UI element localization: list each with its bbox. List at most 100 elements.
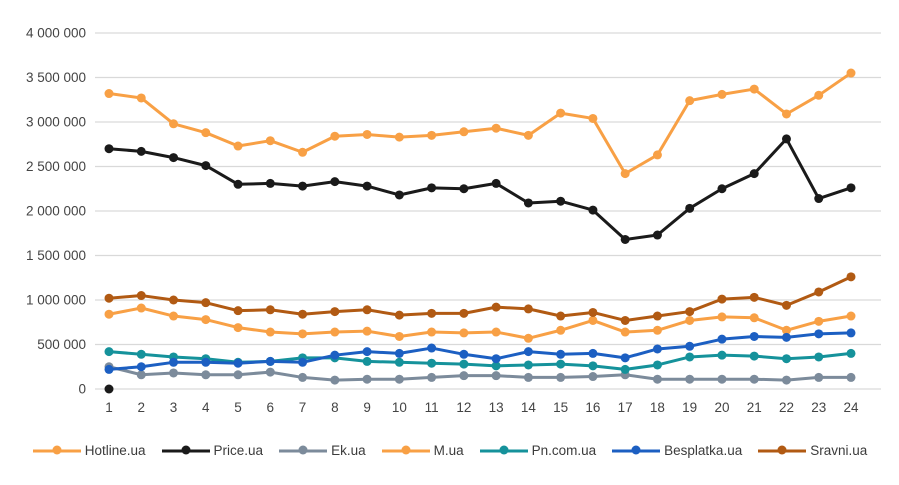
legend-marker-hotline-ua xyxy=(32,445,81,455)
data-point-pn-com-ua xyxy=(685,352,695,362)
data-point-pn-com-ua xyxy=(556,359,566,369)
data-point-sravni-ua xyxy=(362,305,372,315)
series-line-besplatka-ua xyxy=(107,331,853,371)
y-axis-tick-label: 1 000 000 xyxy=(26,293,86,308)
data-point-hotline-ua xyxy=(265,136,275,146)
data-point-sravni-ua xyxy=(427,308,437,318)
data-point-besplatka-ua xyxy=(265,356,275,366)
x-axis-tick-label: 1 xyxy=(105,400,113,415)
data-point-besplatka-ua xyxy=(427,343,437,353)
data-point-ek-ua xyxy=(298,372,308,382)
x-axis-tick-label: 6 xyxy=(267,400,275,415)
data-point-ek-ua xyxy=(491,371,501,381)
data-point-hotline-ua xyxy=(362,129,372,139)
data-point-besplatka-ua xyxy=(330,350,340,360)
data-point-m-ua xyxy=(265,327,275,337)
data-point-price-ua xyxy=(717,184,727,194)
data-point-hotline-ua xyxy=(556,108,566,118)
y-axis-tick-label: 0 xyxy=(78,382,86,397)
data-point-ek-ua xyxy=(362,374,372,384)
data-point-price-ua xyxy=(104,144,114,154)
data-point-hotline-ua xyxy=(749,84,759,94)
x-axis-tick-label: 4 xyxy=(202,400,210,415)
x-axis-tick-label: 18 xyxy=(650,400,665,415)
series-line-ek-ua xyxy=(107,365,853,382)
data-point-price-ua xyxy=(749,169,759,179)
data-point-m-ua xyxy=(781,325,791,335)
data-point-price-ua xyxy=(652,230,662,240)
data-point-price-ua xyxy=(620,234,630,244)
data-point-ek-ua xyxy=(394,374,404,384)
data-point-m-ua xyxy=(588,315,598,325)
data-point-m-ua xyxy=(491,327,501,337)
legend-marker-m-ua xyxy=(381,445,430,455)
legend-item-sravni-ua: Sravni.ua xyxy=(757,443,867,458)
data-point-price-ua xyxy=(846,183,856,193)
data-point-hotline-ua xyxy=(491,123,501,133)
data-point-hotline-ua xyxy=(620,169,630,179)
x-axis-tick-label: 9 xyxy=(363,400,371,415)
data-point-price-ua xyxy=(556,196,566,206)
data-point-m-ua xyxy=(685,315,695,325)
data-point-hotline-ua xyxy=(685,96,695,106)
data-point-price-ua xyxy=(523,198,533,208)
data-point-ek-ua xyxy=(749,374,759,384)
data-point-besplatka-ua xyxy=(394,348,404,358)
data-point-m-ua xyxy=(427,327,437,337)
data-point-sravni-ua xyxy=(620,315,630,325)
data-point-m-ua xyxy=(104,309,114,319)
data-point-sravni-ua xyxy=(588,307,598,317)
legend-marker-sravni-ua xyxy=(758,445,807,455)
data-point-m-ua xyxy=(652,325,662,335)
data-point-price-ua xyxy=(298,181,308,191)
data-point-price-ua xyxy=(265,178,275,188)
legend-item-price-ua: Price.ua xyxy=(161,443,263,458)
data-point-pn-com-ua xyxy=(652,360,662,370)
data-point-sravni-ua xyxy=(491,302,501,312)
data-point-hotline-ua xyxy=(298,147,308,157)
data-point-besplatka-ua xyxy=(104,364,114,374)
legend-item-hotline-ua: Hotline.ua xyxy=(32,443,146,458)
legend-item-besplatka-ua: Besplatka.ua xyxy=(611,443,742,458)
legend-marker-price-ua xyxy=(161,445,210,455)
data-point-ek-ua xyxy=(459,371,469,381)
data-point-hotline-ua xyxy=(394,132,404,142)
data-point-m-ua xyxy=(814,316,824,326)
data-point-pn-com-ua xyxy=(136,349,146,359)
data-point-sravni-ua xyxy=(265,305,275,315)
data-point-sravni-ua xyxy=(814,287,824,297)
data-point-hotline-ua xyxy=(588,113,598,123)
data-point-pn-com-ua xyxy=(427,358,437,368)
legend-label: Hotline.ua xyxy=(84,442,146,458)
data-point-besplatka-ua xyxy=(298,357,308,367)
data-point-sravni-ua xyxy=(298,309,308,319)
data-point-ek-ua xyxy=(523,372,533,382)
data-point-ek-ua xyxy=(233,370,243,380)
x-axis-tick-label: 10 xyxy=(392,400,407,415)
data-point-ek-ua xyxy=(427,372,437,382)
data-point-m-ua xyxy=(620,327,630,337)
legend-item-m-ua: M.ua xyxy=(381,443,464,458)
data-point-besplatka-ua xyxy=(685,341,695,351)
x-axis-tick-label: 22 xyxy=(779,400,794,415)
data-point-besplatka-ua xyxy=(717,334,727,344)
data-point-price-ua xyxy=(330,177,340,187)
data-point-pn-com-ua xyxy=(394,357,404,367)
data-point-sravni-ua xyxy=(749,292,759,302)
data-point-ek-ua xyxy=(588,372,598,382)
data-point-hotline-ua xyxy=(814,90,824,100)
data-point-hotline-ua xyxy=(330,131,340,141)
data-point-besplatka-ua xyxy=(749,331,759,341)
data-point-ek-ua xyxy=(685,374,695,384)
data-point-besplatka-ua xyxy=(136,362,146,372)
data-point-besplatka-ua xyxy=(781,332,791,342)
data-point-m-ua xyxy=(394,331,404,341)
legend-label: Besplatka.ua xyxy=(664,442,743,458)
data-point-besplatka-ua xyxy=(233,358,243,368)
x-axis-tick-label: 11 xyxy=(425,400,439,415)
data-point-pn-com-ua xyxy=(588,361,598,371)
data-point-price-ua xyxy=(459,184,469,194)
data-point-sravni-ua xyxy=(523,304,533,314)
data-point-besplatka-ua xyxy=(846,328,856,338)
x-axis-tick-label: 14 xyxy=(521,400,537,415)
